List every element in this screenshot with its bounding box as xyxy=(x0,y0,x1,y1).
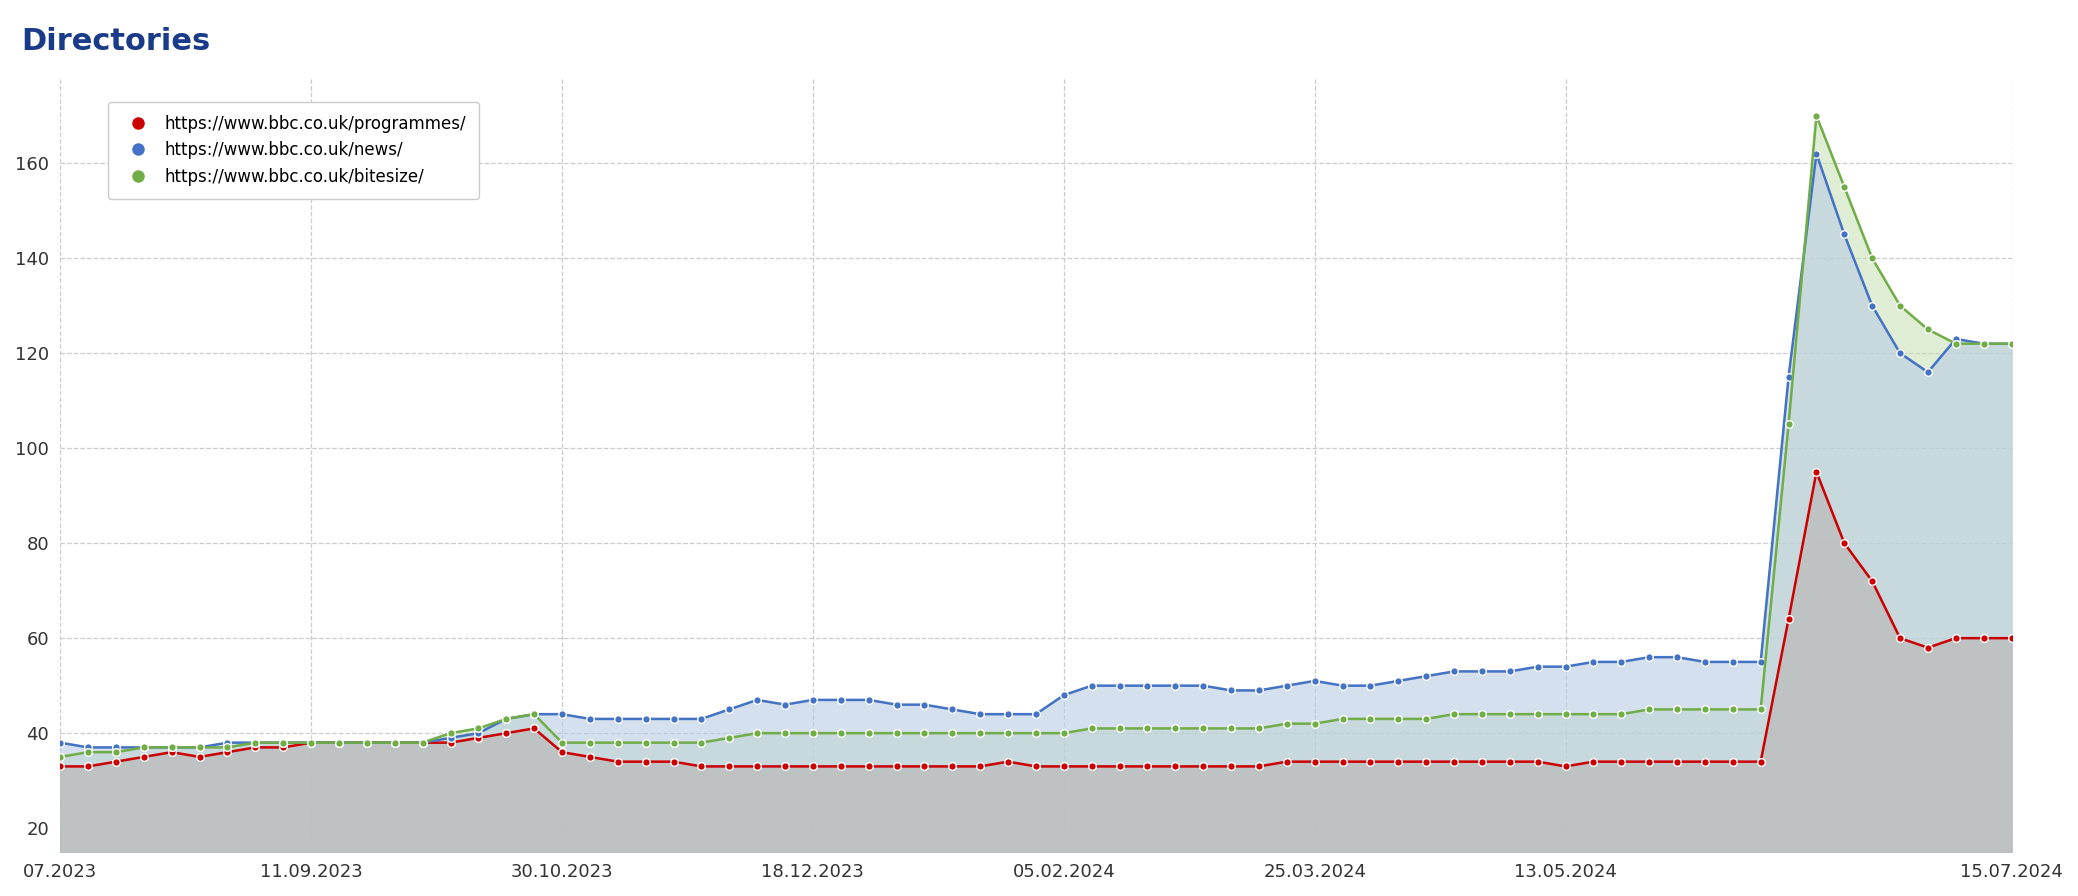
Text: Directories: Directories xyxy=(21,27,210,56)
Legend: https://www.bbc.co.uk/programmes/, https://www.bbc.co.uk/news/, https://www.bbc.: https://www.bbc.co.uk/programmes/, https… xyxy=(108,101,480,199)
